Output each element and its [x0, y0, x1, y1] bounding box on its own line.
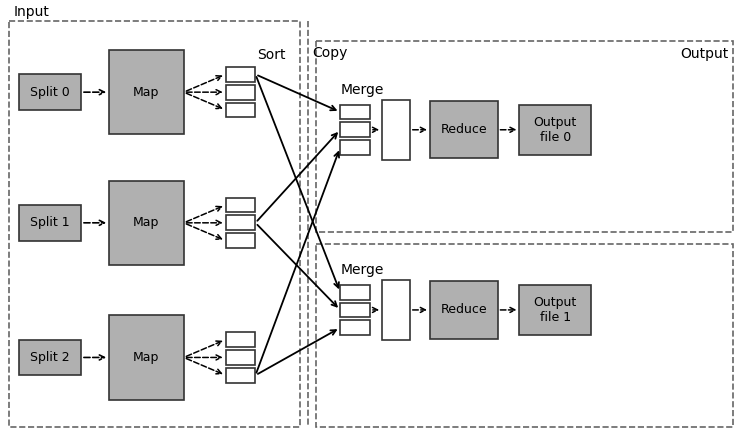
Bar: [226, 215, 256, 230]
Bar: [430, 101, 497, 158]
Text: Split 0: Split 0: [30, 86, 70, 99]
Bar: [382, 280, 410, 340]
Text: Input: Input: [13, 5, 50, 19]
Bar: [316, 243, 733, 427]
Text: Map: Map: [134, 351, 160, 364]
Text: Map: Map: [134, 86, 160, 99]
Bar: [382, 100, 410, 160]
Bar: [226, 85, 256, 100]
Bar: [226, 67, 256, 82]
Text: Output: Output: [680, 47, 729, 60]
Bar: [109, 315, 184, 400]
Text: Reduce: Reduce: [440, 123, 487, 136]
Bar: [20, 205, 81, 241]
Bar: [430, 281, 497, 339]
Bar: [340, 285, 370, 299]
Bar: [340, 105, 370, 120]
Bar: [226, 103, 256, 117]
Bar: [226, 233, 256, 248]
Text: Output
file 0: Output file 0: [534, 116, 577, 144]
Bar: [109, 50, 184, 134]
Text: Copy: Copy: [312, 45, 347, 60]
Text: Split 2: Split 2: [31, 351, 70, 364]
Bar: [20, 340, 81, 375]
Bar: [9, 21, 300, 427]
Text: Map: Map: [134, 217, 160, 229]
Bar: [109, 181, 184, 265]
Bar: [226, 332, 256, 347]
Text: Merge: Merge: [340, 82, 383, 97]
Text: Split 1: Split 1: [31, 217, 70, 229]
Bar: [520, 285, 591, 335]
Bar: [340, 140, 370, 155]
Text: Reduce: Reduce: [440, 303, 487, 317]
Bar: [316, 41, 733, 232]
Bar: [340, 303, 370, 318]
Bar: [226, 198, 256, 213]
Text: Sort: Sort: [257, 48, 286, 62]
Text: Merge: Merge: [340, 263, 383, 277]
Bar: [340, 320, 370, 335]
Bar: [520, 105, 591, 154]
Bar: [226, 368, 256, 383]
Bar: [226, 350, 256, 365]
Bar: [340, 122, 370, 137]
Text: Output
file 1: Output file 1: [534, 296, 577, 324]
Bar: [20, 75, 81, 110]
